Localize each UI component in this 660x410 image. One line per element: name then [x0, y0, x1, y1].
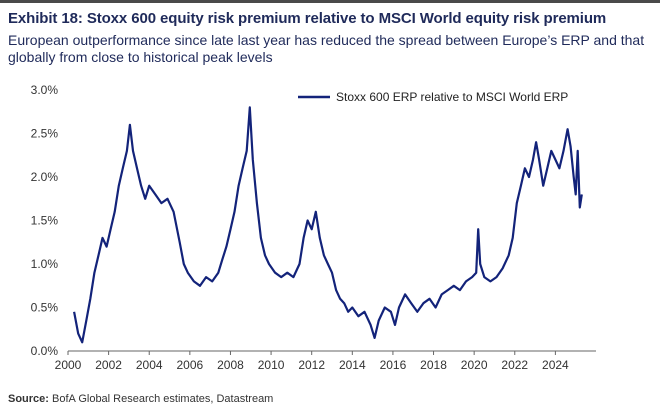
source-text: BofA Global Research estimates, Datastre… — [48, 393, 274, 405]
x-tick-label: 2020 — [461, 358, 488, 372]
x-tick-label: 2014 — [339, 358, 366, 372]
chart-subtitle: European outperformance since late last … — [8, 32, 645, 65]
x-tick-label: 2010 — [258, 358, 285, 372]
legend: Stoxx 600 ERP relative to MSCI World ERP — [298, 90, 568, 104]
x-tick-label: 2018 — [420, 358, 447, 372]
x-tick-label: 2006 — [176, 358, 203, 372]
y-tick-label: 2.5% — [31, 127, 59, 141]
legend-label: Stoxx 600 ERP relative to MSCI World ERP — [336, 90, 568, 104]
source-note: Source: BofA Global Research estimates, … — [8, 393, 273, 405]
y-tick-label: 0.5% — [31, 301, 59, 315]
source-label: Source: — [8, 393, 49, 405]
x-tick-label: 2004 — [136, 358, 163, 372]
series-line — [73, 106, 583, 344]
x-tick-label: 2000 — [55, 358, 82, 372]
x-tick-label: 2024 — [542, 358, 569, 372]
x-tick-label: 2016 — [380, 358, 407, 372]
chart-area: 0.0% 0.5% 1.0% 1.5% 2.0% 2.5% 3.0% 2000 2002 2004… — [31, 83, 596, 372]
series-layer — [73, 106, 583, 344]
axes: 0.0% 0.5% 1.0% 1.5% 2.0% 2.5% 3.0% 2000 2002 2004… — [31, 83, 596, 372]
x-tick-label: 2012 — [298, 358, 325, 372]
x-tick-label: 2002 — [95, 358, 122, 372]
y-tick-label: 1.0% — [31, 257, 59, 271]
header-accent-bar — [0, 0, 660, 3]
y-tick-label: 3.0% — [31, 83, 59, 97]
x-tick-label: 2008 — [217, 358, 244, 372]
chart-title: Exhibit 18: Stoxx 600 equity risk premiu… — [8, 10, 607, 27]
y-tick-label: 2.0% — [31, 170, 59, 184]
y-tick-label: 1.5% — [31, 214, 59, 228]
y-tick-label: 0.0% — [31, 344, 59, 358]
x-tick-label: 2022 — [501, 358, 528, 372]
